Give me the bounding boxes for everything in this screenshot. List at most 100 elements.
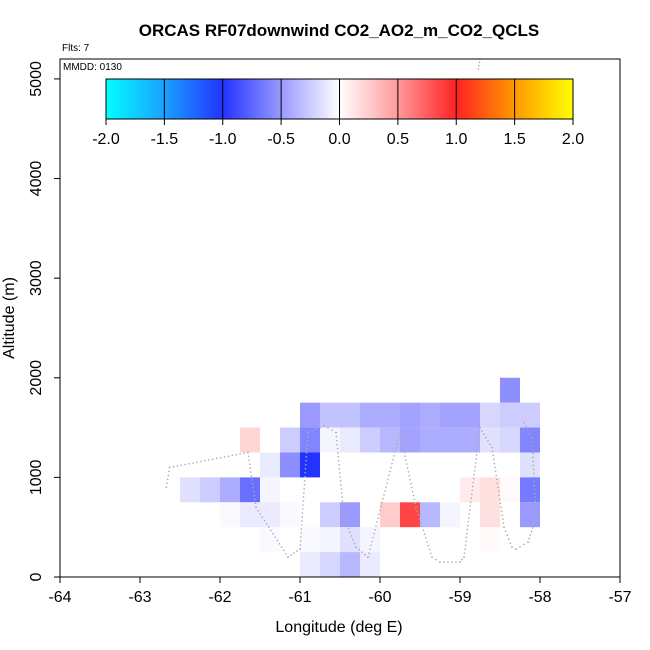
track-point [340,488,343,490]
track-point [532,452,534,455]
track-point [373,532,375,535]
track-point [527,541,529,543]
track-point [378,513,380,516]
colorbar-tick-label: 0.5 [387,131,409,148]
track-point [381,501,383,504]
track-point [474,462,477,464]
track-point [165,486,168,489]
track-point [340,492,343,494]
flight-track [165,58,537,563]
heatmap-cell [500,377,520,403]
track-point [395,447,397,449]
track-point [468,517,470,519]
track-point [307,431,309,434]
colorbar-tick-label: 1.5 [504,131,526,148]
track-point [413,498,416,501]
track-point [533,480,535,483]
track-point [337,451,339,454]
track-point [315,428,317,430]
track-point [335,435,338,438]
track-point [406,467,409,469]
track-point [461,558,463,561]
track-point [259,513,262,515]
track-point [384,490,386,492]
heatmap-cell [380,402,400,428]
track-point [300,524,303,526]
track-point [405,463,408,465]
heatmap-cell [320,402,340,428]
heatmap-cell [240,427,260,453]
track-point [492,454,495,457]
track-point [477,442,479,445]
track-point [473,469,476,472]
heatmap-cell [240,477,260,503]
track-point [428,548,431,551]
track-point [392,458,394,461]
track-point [527,429,529,431]
track-point [192,462,194,464]
heatmap-cell [320,427,340,453]
track-point [196,461,198,463]
track-point [372,536,374,539]
heatmap-cell [520,502,540,528]
track-point [499,498,501,501]
track-point [377,517,379,519]
track-point [254,502,257,505]
track-point [338,468,341,470]
track-point [469,505,472,507]
track-point [261,516,264,519]
track-point [223,456,226,458]
track-point [301,508,304,510]
x-tick-label: -62 [208,589,231,606]
track-point [500,510,503,513]
track-point [471,485,474,488]
track-point [390,466,392,469]
track-point [534,519,536,522]
track-point [254,498,256,501]
track-point [475,454,478,456]
track-point [502,522,505,525]
heatmap-cell [400,427,420,453]
track-point [342,512,345,514]
heatmap-cell [220,502,240,528]
track-point [416,510,419,512]
track-point [248,459,250,462]
track-point [531,444,534,447]
heatmap-cell [360,527,380,553]
track-point [168,466,171,469]
heatmap-cell [340,552,360,577]
heatmap-cell [460,427,480,453]
colorbar-tick-label: -1.5 [151,131,179,148]
track-point [302,500,305,502]
track-point [501,514,504,517]
track-point [403,451,406,454]
track-point [465,540,467,543]
track-point [339,472,341,474]
track-point [251,482,254,485]
track-point [219,456,222,459]
track-point [511,546,513,548]
track-point [285,552,287,555]
track-point [394,451,396,453]
track-point [404,455,406,457]
track-point [465,536,468,539]
track-point [376,521,378,523]
track-point [533,484,536,487]
track-point [300,528,303,530]
track-point [375,525,377,527]
track-point [346,523,348,526]
track-point [305,459,307,462]
track-point [358,548,360,551]
track-point [533,488,536,491]
heatmap-cell [200,477,220,503]
track-point [402,447,405,450]
track-point [405,459,407,461]
heatmap-cell [280,427,300,453]
track-point [497,490,500,493]
track-point [301,512,304,514]
heatmap-cell [500,427,520,453]
track-point [528,537,530,540]
track-point [231,454,234,457]
track-point [476,450,478,452]
track-point [481,430,483,432]
